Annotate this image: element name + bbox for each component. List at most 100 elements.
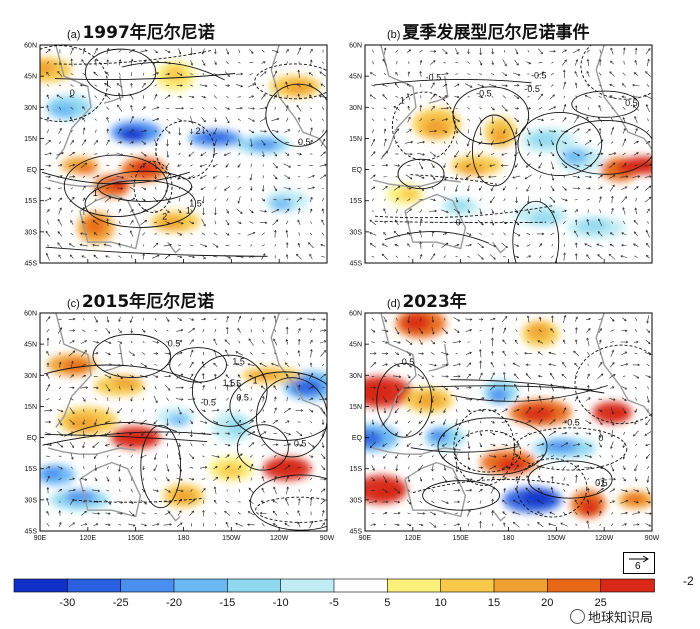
wind-vector <box>116 83 123 88</box>
wind-vector-head <box>369 243 373 246</box>
wind-vector <box>370 524 376 526</box>
wind-vector-head <box>433 154 436 157</box>
wind-vector-head <box>297 338 301 342</box>
wind-vector-head <box>539 243 543 246</box>
wind-vector <box>118 364 122 366</box>
wind-vector-head <box>538 384 542 388</box>
wind-vector <box>45 49 51 54</box>
wind-vector <box>503 397 506 402</box>
wind-vector-head <box>622 456 626 460</box>
wind-vector-head <box>457 489 461 492</box>
wind-vector-head <box>105 255 108 258</box>
wind-vector-head <box>586 219 589 222</box>
wind-vector <box>57 418 63 426</box>
wind-vector <box>479 198 482 202</box>
wind-vector <box>44 153 52 155</box>
wind-vector <box>407 232 411 236</box>
y-tick-label: 45N <box>349 74 362 81</box>
wind-vector <box>46 94 50 100</box>
wind-vector <box>465 329 472 332</box>
wind-vector-head <box>72 386 75 390</box>
wind-vector-head <box>48 140 51 143</box>
wind-vector <box>187 398 195 400</box>
wind-vector-head <box>419 59 423 63</box>
wind-vector <box>406 362 412 368</box>
wind-vector-head <box>549 511 552 514</box>
contour-line <box>140 424 182 509</box>
wind-vector <box>154 432 158 435</box>
wind-vector <box>94 187 98 190</box>
wind-vector <box>539 255 542 259</box>
wind-vector <box>420 71 422 77</box>
wind-vector <box>489 385 496 391</box>
wind-vector <box>118 208 121 214</box>
wind-vector <box>69 164 75 167</box>
wind-vector <box>502 186 507 191</box>
wind-vector-head <box>372 468 375 471</box>
wind-vector-head <box>224 510 227 514</box>
wind-vector-head <box>490 361 493 365</box>
wind-vector-head <box>469 386 472 389</box>
wind-vector-head <box>574 339 578 342</box>
wind-vector-head <box>611 423 615 426</box>
wind-vector-head <box>181 386 184 390</box>
panel-d-letter: (d) <box>387 298 401 310</box>
wind-vector-head <box>167 511 171 514</box>
wind-vector <box>214 499 217 504</box>
wind-vector <box>70 220 74 225</box>
wind-vector <box>261 523 265 527</box>
wind-vector-head <box>83 375 87 378</box>
wind-vector-head <box>237 328 240 331</box>
anomaly-patch-core <box>84 216 106 236</box>
contour-line <box>512 200 560 263</box>
wind-vector <box>549 196 556 203</box>
wind-vector <box>452 341 461 343</box>
wind-vector <box>538 107 543 110</box>
wind-vector <box>526 500 531 504</box>
wind-vector-head <box>274 475 277 479</box>
wind-vector-head <box>180 329 184 332</box>
wind-vector <box>286 352 289 355</box>
wind-vector-head <box>165 165 168 169</box>
wind-vector <box>178 127 181 135</box>
wind-vector-head <box>503 487 506 491</box>
wind-vector-head <box>445 331 448 334</box>
wind-vector <box>622 128 626 134</box>
wind-vector-head <box>96 352 99 355</box>
wind-vector <box>573 152 580 156</box>
wind-vector <box>82 72 86 76</box>
wind-vector <box>429 364 437 366</box>
wind-vector-head <box>514 373 517 376</box>
wind-vector <box>310 489 312 492</box>
wind-vector-head <box>49 409 53 412</box>
wind-vector <box>384 128 386 134</box>
wind-vector <box>514 163 519 168</box>
wind-vector-head <box>586 487 590 491</box>
wind-vector-head <box>395 456 398 459</box>
wind-vector <box>620 255 628 258</box>
wind-vector-head <box>600 466 604 470</box>
wind-vector <box>537 522 544 528</box>
wind-vector-head <box>599 445 602 448</box>
wind-vector <box>610 523 614 527</box>
y-tick-label: 45S <box>25 261 38 268</box>
contour-line <box>437 417 548 476</box>
wind-vector <box>309 408 314 413</box>
wind-vector-head <box>611 207 614 211</box>
anomaly-patch-core <box>365 382 393 401</box>
wind-vector <box>309 127 313 135</box>
wind-vector <box>599 455 602 458</box>
wind-vector-head <box>104 82 107 86</box>
wind-vector <box>262 84 265 87</box>
wind-vector <box>548 431 556 436</box>
wind-vector-head <box>586 337 589 341</box>
wind-vector <box>143 72 145 76</box>
wind-vector-head <box>494 409 497 412</box>
wind-vector-head <box>285 326 289 329</box>
anomaly-patch-core <box>447 199 469 211</box>
wind-vector-head <box>286 153 290 156</box>
wind-vector-head <box>586 510 590 514</box>
wind-vector <box>58 207 62 215</box>
wind-vector <box>116 373 123 379</box>
wind-vector-head <box>96 500 99 504</box>
